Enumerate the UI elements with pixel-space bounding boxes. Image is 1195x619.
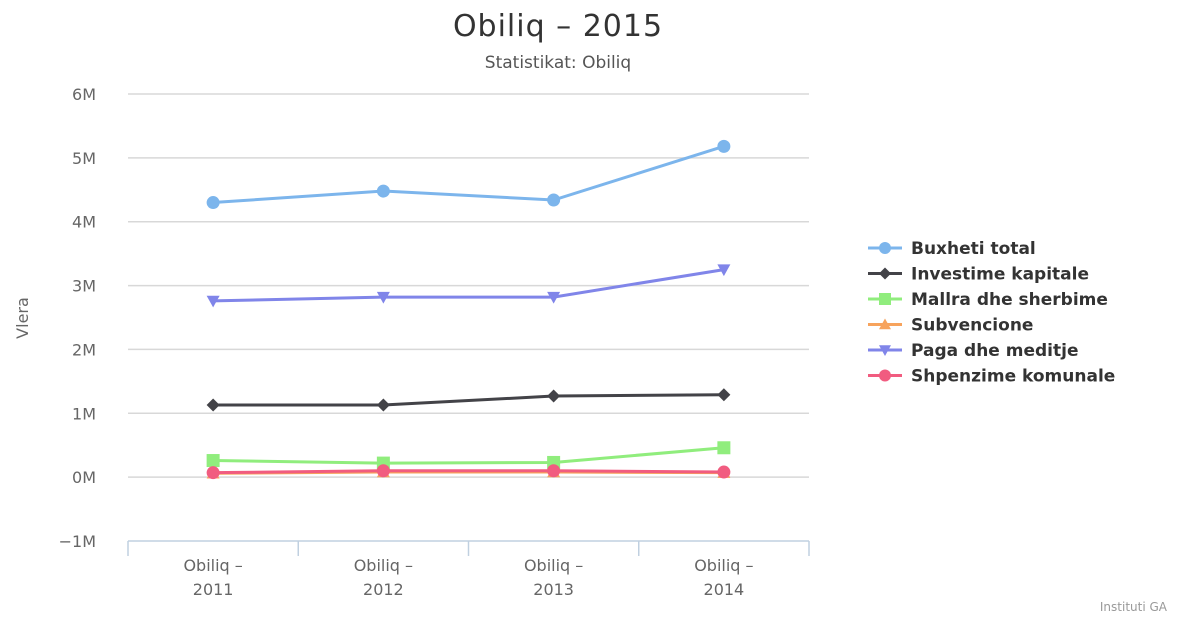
y-tick-label: 0M xyxy=(72,468,96,487)
data-point[interactable] xyxy=(547,389,561,403)
series-paga-dhe-meditje xyxy=(206,264,731,308)
data-point[interactable] xyxy=(206,454,220,468)
legend-item[interactable]: Subvencione xyxy=(868,316,1033,336)
y-tick-label: 5M xyxy=(72,149,96,168)
chart-title: Obiliq – 2015 xyxy=(453,9,663,44)
legend-marker xyxy=(879,293,891,305)
data-point[interactable] xyxy=(547,464,561,478)
chart-subtitle: Statistikat: Obiliq xyxy=(485,53,631,73)
series-line[interactable] xyxy=(213,446,725,465)
legend-label: Paga dhe meditje xyxy=(911,341,1078,361)
x-tick-label: Obiliq –2013 xyxy=(524,556,583,599)
series-layer xyxy=(206,139,731,480)
data-point[interactable] xyxy=(206,398,220,412)
legend[interactable]: Buxheti total Investime kapitale Mallra dh… xyxy=(868,239,1115,387)
legend-label: Buxheti total xyxy=(911,239,1036,259)
legend-item[interactable]: Buxheti total xyxy=(868,239,1036,259)
legend-marker xyxy=(879,267,891,280)
x-tick-label: Obiliq –2012 xyxy=(354,556,413,599)
series-line[interactable] xyxy=(213,469,724,475)
series-shpenzime-komunale xyxy=(206,464,731,480)
y-tick-label: 2M xyxy=(72,340,96,359)
data-point[interactable] xyxy=(717,441,731,455)
data-point[interactable] xyxy=(547,291,561,304)
legend-label: Investime kapitale xyxy=(911,265,1089,285)
series-buxheti-total xyxy=(206,139,731,210)
y-tick-label: 3M xyxy=(72,277,96,296)
series-mallra-dhe-sherbime xyxy=(206,441,731,470)
y-axis-label: Vlera xyxy=(13,297,32,339)
legend-marker xyxy=(879,345,891,356)
y-tick-label: 6M xyxy=(72,85,96,104)
legend-item[interactable]: Investime kapitale xyxy=(868,265,1089,285)
data-point[interactable] xyxy=(717,139,731,153)
legend-marker xyxy=(879,369,891,382)
x-tick-label: Obiliq –2011 xyxy=(183,556,242,599)
data-point[interactable] xyxy=(376,398,390,412)
data-point[interactable] xyxy=(717,388,731,402)
series-line[interactable] xyxy=(213,144,725,205)
x-axis: Obiliq –2011 Obiliq –2012 Obiliq –2013 Obil… xyxy=(127,540,810,599)
series-line[interactable] xyxy=(213,268,725,303)
y-tick-label: 1M xyxy=(72,404,96,423)
series-investime-kapitale xyxy=(206,388,731,412)
data-point[interactable] xyxy=(376,184,390,198)
x-tick-label: Obiliq –2014 xyxy=(694,556,753,599)
data-point[interactable] xyxy=(717,465,731,479)
data-point[interactable] xyxy=(547,193,561,207)
y-tick-label: 4M xyxy=(72,213,96,232)
legend-item[interactable]: Mallra dhe sherbime xyxy=(868,290,1108,310)
series-line[interactable] xyxy=(213,393,724,407)
chart-credit[interactable]: Instituti GA xyxy=(1100,600,1168,614)
data-point[interactable] xyxy=(717,264,731,277)
legend-label: Mallra dhe sherbime xyxy=(911,290,1108,310)
data-point[interactable] xyxy=(206,196,220,210)
gridlines xyxy=(128,93,809,478)
legend-item[interactable]: Shpenzime komunale xyxy=(868,367,1115,387)
data-point[interactable] xyxy=(206,295,220,308)
data-point[interactable] xyxy=(376,464,390,478)
y-tick-label: −1M xyxy=(59,532,96,551)
legend-marker xyxy=(879,242,891,254)
data-point[interactable] xyxy=(206,466,220,480)
legend-label: Subvencione xyxy=(911,316,1033,336)
legend-label: Shpenzime komunale xyxy=(911,367,1115,387)
legend-item[interactable]: Paga dhe meditje xyxy=(868,341,1078,361)
y-axis-ticks: −1M 0M 1M 2M 3M 4M 5M 6M xyxy=(59,85,96,551)
data-point[interactable] xyxy=(376,291,390,304)
legend-marker xyxy=(879,318,891,330)
